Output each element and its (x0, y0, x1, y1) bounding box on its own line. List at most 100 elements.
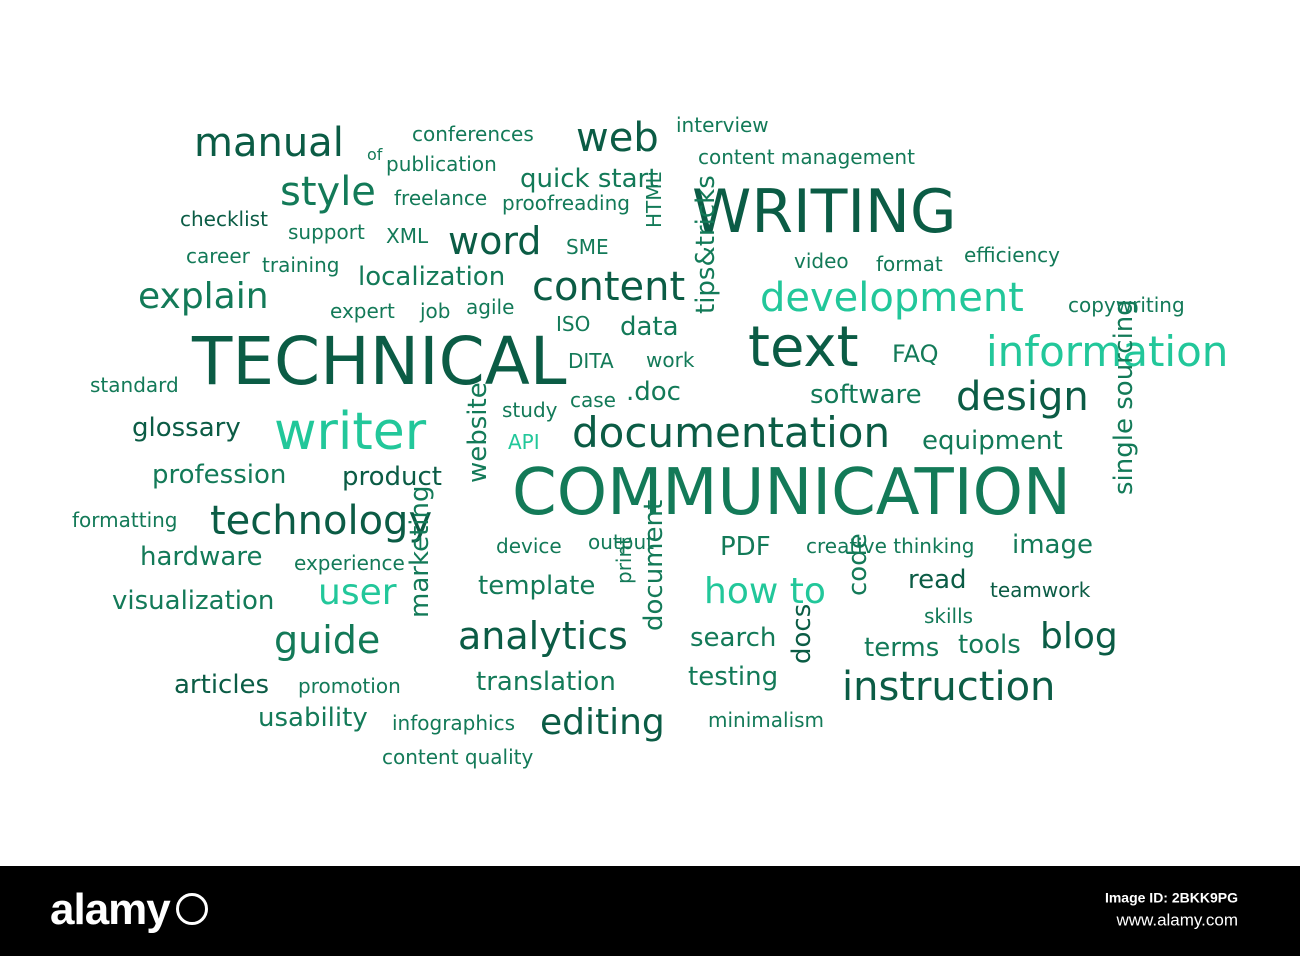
cloud-word-pdf: PDF (720, 532, 771, 562)
site-url: www.alamy.com (1116, 910, 1238, 930)
cloud-word-analytics: analytics (458, 614, 628, 658)
cloud-word-articles: articles (174, 670, 270, 700)
cloud-word-print: print (612, 537, 636, 584)
cloud-word-work: work (646, 348, 695, 372)
cloud-word-efficiency: efficiency (964, 243, 1061, 267)
cloud-word-technical: TECHNICAL (192, 323, 567, 400)
cloud-word-skills: skills (924, 604, 974, 628)
cloud-word-usability: usability (258, 703, 368, 733)
cloud-word-documentation: documentation (572, 408, 891, 457)
cloud-word-training: training (262, 253, 340, 277)
watermark-footer: alamy Image ID: 2BKK9PG www.alamy.com (0, 866, 1300, 956)
cloud-word-publication: publication (386, 152, 497, 176)
cloud-word-doc: .doc (626, 377, 681, 407)
cloud-word-development: development (760, 275, 1024, 321)
cloud-word-web: web (576, 115, 659, 161)
cloud-word-quick-start: quick start (520, 164, 659, 194)
cloud-word-image: image (1012, 530, 1093, 560)
cloud-word-minimalism: minimalism (708, 708, 825, 732)
cloud-word-profession: profession (152, 460, 287, 490)
cloud-word-dita: DITA (568, 349, 614, 373)
cloud-word-output: output (588, 530, 654, 554)
cloud-word-software: software (810, 380, 922, 410)
cloud-word-explain: explain (138, 276, 269, 317)
cloud-word-single-sourcing: single sourcing (1109, 299, 1139, 495)
cloud-word-document: document (639, 499, 669, 631)
cloud-word-teamwork: teamwork (990, 578, 1091, 602)
cloud-word-design: design (956, 374, 1089, 420)
cloud-word-tools: tools (958, 630, 1021, 660)
cloud-word-study: study (502, 398, 558, 422)
cloud-word-sme: SME (566, 235, 609, 259)
cloud-word-style: style (280, 169, 376, 215)
cloud-word-glossary: glossary (132, 413, 241, 443)
cloud-word-content-management: content management (698, 145, 915, 169)
cloud-word-localization: localization (358, 262, 506, 292)
cloud-word-case: case (570, 388, 616, 412)
image-id: Image ID: 2BKK9PG (1104, 889, 1238, 906)
cloud-word-interview: interview (676, 113, 769, 137)
cloud-word-api: API (508, 430, 540, 454)
cloud-word-agile: agile (466, 295, 515, 319)
cloud-word-conferences: conferences (412, 122, 534, 146)
cloud-word-copywriting: copywriting (1068, 293, 1185, 317)
cloud-word-information: information (986, 327, 1229, 376)
cloud-word-experience: experience (294, 551, 405, 575)
cloud-word-code: code (843, 533, 873, 596)
cloud-word-docs: docs (787, 603, 817, 664)
cloud-word-testing: testing (688, 662, 779, 692)
cloud-word-faq: FAQ (892, 340, 939, 368)
cloud-word-product: product (342, 462, 443, 492)
cloud-word-instruction: instruction (842, 664, 1056, 710)
cloud-word-proofreading: proofreading (502, 191, 630, 215)
cloud-word-device: device (496, 534, 562, 558)
cloud-word-formatting: formatting (72, 508, 178, 532)
cloud-word-iso: ISO (556, 312, 591, 336)
cloud-word-standard: standard (90, 373, 179, 397)
cloud-word-creative-thinking: creative thinking (806, 534, 975, 558)
cloud-word-content: content (532, 264, 686, 310)
cloud-word-technology: technology (210, 498, 433, 544)
cloud-word-read: read (908, 565, 967, 595)
image-meta: Image ID: 2BKK9PG www.alamy.com (1105, 890, 1238, 931)
cloud-word-data: data (620, 312, 679, 342)
cloud-word-terms: terms (864, 633, 940, 663)
cloud-word-tips-tricks: tips&tricks (691, 175, 721, 314)
cloud-word-translation: translation (476, 667, 616, 697)
cloud-word-video: video (794, 249, 849, 273)
cloud-word-word: word (448, 219, 542, 263)
cloud-word-of: of (367, 145, 383, 164)
cloud-word-communication: COMMUNICATION (512, 456, 1071, 530)
cloud-word-user: user (318, 572, 397, 613)
cloud-word-content-quality: content quality (382, 745, 534, 769)
cloud-word-xml: XML (386, 224, 429, 248)
cloud-word-equipment: equipment (922, 426, 1063, 456)
cloud-word-support: support (288, 220, 365, 244)
cloud-word-blog: blog (1040, 616, 1118, 657)
cloud-word-html: HTML (642, 172, 666, 228)
cloud-word-manual: manual (194, 120, 344, 166)
word-cloud: WRITING TECHNICAL COMMUNICATION text develop… (72, 113, 1229, 769)
cloud-word-career: career (186, 244, 250, 268)
cloud-word-writer: writer (274, 402, 427, 462)
cloud-word-visualization: visualization (112, 586, 275, 616)
cloud-word-promotion: promotion (298, 674, 401, 698)
cloud-word-marketing: marketing (405, 485, 435, 618)
cloud-word-website: website (463, 382, 493, 483)
cloud-word-checklist: checklist (180, 207, 268, 231)
cloud-word-freelance: freelance (394, 186, 488, 210)
cloud-word-hardware: hardware (140, 542, 263, 572)
alamy-logo: alamy (50, 885, 208, 935)
cloud-word-format: format (876, 252, 943, 276)
cloud-word-editing: editing (540, 702, 665, 743)
cloud-word-infographics: infographics (392, 711, 516, 735)
cloud-word-job: job (420, 299, 451, 323)
cloud-word-how-to: how to (704, 571, 826, 612)
cloud-word-text: text (748, 315, 859, 380)
alamy-a-icon (175, 893, 208, 926)
cloud-word-expert: expert (330, 299, 395, 323)
cloud-word-template: template (478, 571, 596, 601)
cloud-word-guide: guide (274, 618, 381, 662)
cloud-word-search: search (690, 623, 777, 653)
cloud-word-writing: WRITING (692, 177, 957, 247)
